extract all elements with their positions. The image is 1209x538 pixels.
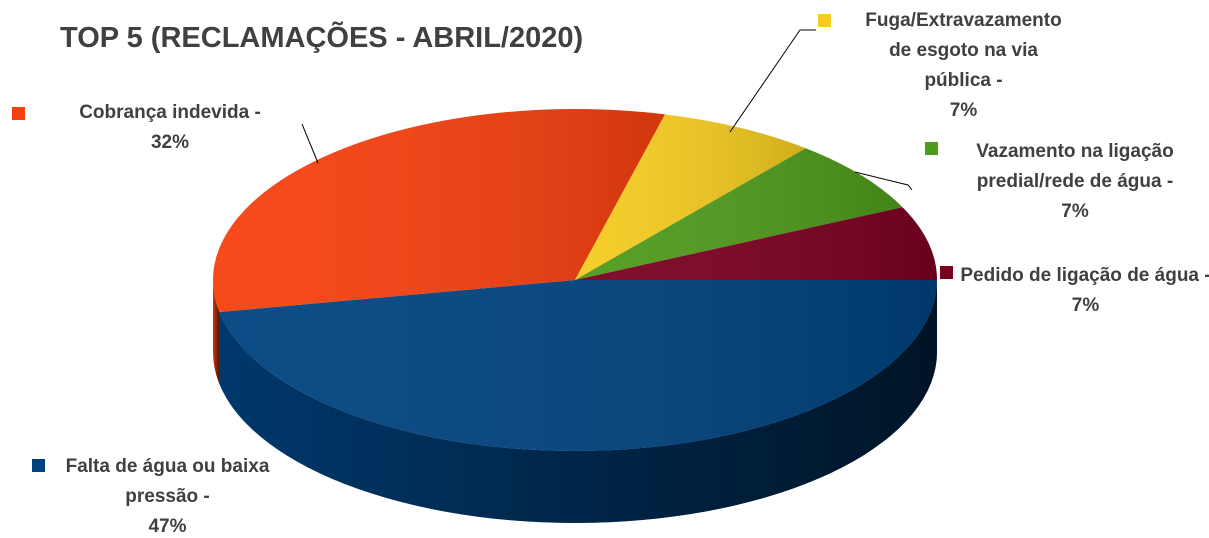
leader-lines [301, 29, 913, 191]
pie-tops [212, 108, 938, 452]
data-label: Fuga/Extravazamento de esgoto na via púb… [836, 6, 1091, 126]
pie-sides [213, 280, 938, 524]
value-label: 32% [150, 132, 190, 153]
leader-line [854, 171, 913, 191]
slice-shade [212, 108, 666, 313]
data-label: Vazamento na ligação predial/rede de águ… [940, 137, 1209, 227]
category-label: Vazamento na ligação predial/rede de águ… [976, 141, 1174, 192]
legend-key [32, 459, 45, 472]
slice-shade [575, 207, 937, 280]
data-label: Falta de água ou baixa pressão - 47% [55, 452, 280, 538]
legend-key [818, 14, 831, 27]
chart-title: TOP 5 (RECLAMAÇÕES - ABRIL/2020) [60, 22, 584, 54]
value-label: 47% [148, 516, 187, 537]
slice-shade [575, 114, 806, 280]
legend-key [12, 107, 25, 120]
value-label: 7% [1071, 295, 1100, 316]
slice-shade [219, 280, 938, 452]
category-label: Fuga/Extravazamento de esgoto na via púb… [865, 10, 1062, 91]
data-label: Cobrança indevida - 32% [30, 98, 310, 158]
data-label: Pedido de ligação de água - 7% [958, 261, 1209, 321]
slice-side-shade [213, 280, 220, 385]
leader-line [301, 123, 319, 164]
category-label: Pedido de ligação de água - [960, 265, 1209, 286]
category-label: Cobrança indevida - [79, 102, 261, 123]
legend-key [925, 142, 938, 155]
value-label: 7% [1061, 201, 1089, 222]
slice-shade [575, 148, 903, 280]
legend-key [940, 266, 953, 279]
value-label: 7% [949, 100, 978, 121]
slice-side-shade [219, 280, 938, 524]
category-label: Falta de água ou baixa pressão - [65, 456, 270, 507]
leader-line [729, 29, 816, 133]
